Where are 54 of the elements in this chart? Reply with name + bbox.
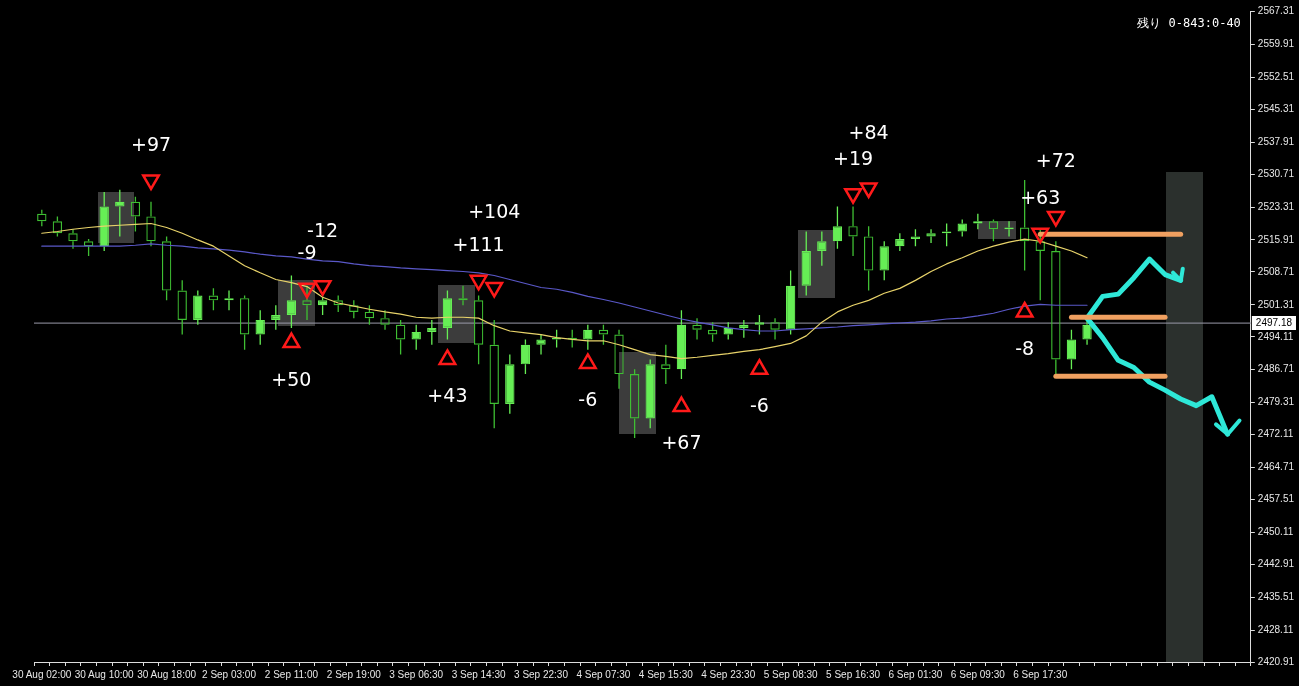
annotation: +43 [427,384,468,407]
annotation: +72 [1035,149,1076,172]
y-tick-label: 2537.91 [1257,135,1295,147]
annotation: +84 [848,120,889,143]
x-tick-label: 30 Aug 18:00 [137,668,197,680]
y-tick-label: 2552.51 [1257,71,1295,83]
x-tick-label: 3 Sep 06:30 [389,668,444,680]
x-tick-label: 2 Sep 19:00 [326,668,382,680]
x-tick-label: 30 Aug 02:00 [12,668,72,680]
y-tick-label: 2486.71 [1257,363,1295,375]
y-tick-label: 2420.91 [1257,655,1295,667]
x-tick-label: 4 Sep 15:30 [638,668,694,680]
ref-line-label: 2497.18 [1255,316,1293,328]
y-tick-label: 2530.71 [1257,167,1295,179]
x-tick-label: 30 Aug 10:00 [74,668,135,680]
y-tick-label: 2435.51 [1257,590,1295,602]
y-tick-label: 2442.91 [1257,558,1295,569]
annotation: -6 [578,388,598,411]
annotation: 残り 0-843:0-40 [1137,15,1241,30]
y-tick-label: 2501.31 [1257,298,1295,310]
y-tick-label: 2428.11 [1257,623,1294,635]
x-tick-label: 4 Sep 07:30 [576,668,631,680]
x-tick-label: 5 Sep 08:30 [763,668,819,680]
x-tick-label: 3 Sep 14:30 [451,668,507,680]
annotation: +97 [130,132,172,155]
annotation: -6 [749,394,769,417]
annotation: +50 [271,367,312,390]
x-tick-label: 6 Sep 17:30 [1013,668,1068,680]
y-tick-label: 2567.31 [1257,5,1295,17]
annotation: +111 [452,233,505,256]
x-tick-label: 5 Sep 16:30 [826,668,881,680]
y-tick-label: 2457.51 [1257,493,1295,505]
y-tick-label: 2515.91 [1257,233,1295,245]
x-tick-label: 2 Sep 03:00 [202,668,257,680]
x-tick-label: 6 Sep 09:30 [950,668,1006,680]
y-tick-label: 2464.71 [1257,461,1295,473]
y-tick-label: 2494.11 [1257,330,1294,342]
x-tick-label: 6 Sep 01:30 [888,668,943,680]
y-tick-label: 2523.31 [1257,200,1295,212]
y-tick-label: 2472.11 [1257,428,1294,440]
annotation: -12 [307,218,339,241]
x-tick-label: 2 Sep 11:00 [264,668,319,680]
y-tick-label: 2508.71 [1257,265,1295,277]
annotation: +67 [661,431,702,454]
y-tick-label: 2559.91 [1257,38,1295,50]
annotation: +19 [832,146,874,169]
annotation: -9 [297,241,317,264]
annotation: +104 [468,200,521,223]
y-tick-label: 2450.11 [1257,526,1294,538]
y-tick-label: 2545.31 [1257,103,1295,114]
x-tick-label: 4 Sep 23:30 [701,668,756,680]
y-tick-label: 2479.31 [1257,396,1295,408]
x-tick-label: 3 Sep 22:30 [514,668,569,680]
annotation: -8 [1015,336,1035,359]
